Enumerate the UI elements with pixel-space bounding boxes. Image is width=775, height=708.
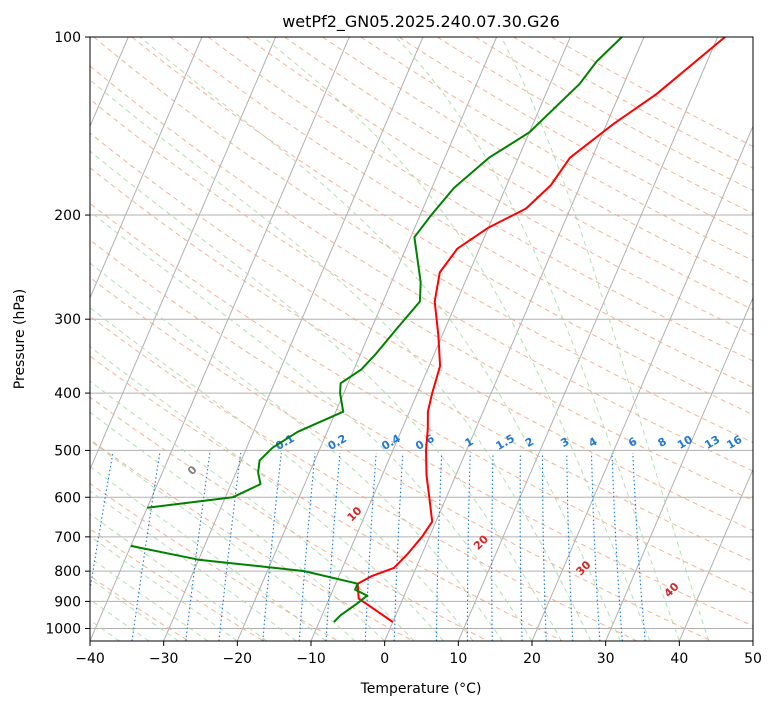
axes: −40 −30 −20 −10 0 10 20 30 40 50 100 200 300 400 500 60… (45, 30, 762, 667)
profile-line-0 (356, 37, 726, 623)
isotherm-line (678, 468, 753, 641)
dry-adiabat-line (90, 239, 753, 627)
dry-adiabat-line (284, 37, 753, 311)
y-tick-label: 200 (54, 208, 81, 224)
y-tick-label: 900 (54, 594, 81, 610)
x-tick-label: −40 (75, 651, 105, 667)
dry-adiabat-line (90, 482, 339, 641)
dry-adiabat-line (90, 65, 753, 472)
mixing-ratio-line (541, 453, 547, 641)
moist-adiabat-line (90, 411, 386, 641)
x-tick-label: 30 (597, 651, 615, 667)
isotherm-line (236, 37, 498, 641)
dry-adiabat-line (131, 37, 753, 416)
mixing-ratio-line (590, 452, 601, 641)
mixing-ratio-line (325, 452, 341, 641)
moist-adiabat-line (139, 37, 621, 641)
x-tick-label: 40 (670, 651, 688, 667)
y-tick-label: 400 (54, 386, 81, 402)
plot-frame (89, 36, 754, 642)
mixing-ratio-line (632, 452, 646, 641)
mixing-ratio-line (566, 452, 574, 641)
dry-adiabat-line (90, 276, 712, 641)
dry-adiabat-line (90, 355, 563, 641)
dry-adiabat-line (90, 98, 753, 502)
x-tick-label: 10 (449, 651, 467, 667)
dry-adiabat-line (90, 167, 753, 563)
mixing-ratio-line (298, 452, 316, 641)
mixing-ratio-line (466, 452, 471, 641)
isotherm-line (90, 37, 203, 300)
x-tick-label: 20 (523, 651, 541, 667)
profile-line-2 (147, 37, 623, 509)
profiles (130, 37, 726, 623)
profile-line-1 (130, 544, 369, 623)
mixing-ratio-label: 20 (750, 433, 770, 452)
x-axis-label: Temperature (°C) (360, 681, 482, 697)
dry-adiabat-line (551, 37, 753, 147)
mixing-ratio-line (611, 452, 623, 641)
y-tick-label: 700 (54, 530, 81, 546)
x-tick-label: −10 (296, 651, 326, 667)
isotherm-line (605, 296, 753, 641)
y-tick-label: 1000 (45, 621, 81, 637)
moist-adiabat-line (395, 37, 680, 641)
background-lines (90, 37, 753, 641)
mixing-ratio-line (491, 452, 494, 641)
y-tick-label: 600 (54, 490, 81, 506)
isotherm-line (90, 37, 277, 471)
moist-adiabat-line (262, 37, 651, 641)
dry-adiabat-line (475, 37, 753, 192)
mixing-ratio-line (435, 452, 443, 641)
x-tick-label: 50 (744, 651, 762, 667)
moist-adiabat-line (90, 210, 533, 641)
moist-adiabat-line (500, 37, 710, 641)
moist-adiabat-line (90, 439, 356, 641)
y-tick-label: 800 (54, 564, 81, 580)
moist-adiabat-line (90, 513, 268, 641)
isotherm-line (310, 37, 571, 641)
moist-adiabat-line (90, 535, 238, 641)
dry-adiabat-line (169, 37, 753, 389)
plot-background (90, 37, 753, 641)
dry-adiabat-line (90, 528, 264, 641)
y-tick-label: 300 (54, 312, 81, 328)
isotherm-line (384, 37, 645, 641)
chart-title: wetPf2_GN05.2025.240.07.30.G26 (282, 12, 560, 32)
mixing-ratio-line (519, 452, 523, 641)
x-tick-label: 0 (380, 651, 389, 667)
x-tick-label: −20 (223, 651, 253, 667)
dry-adiabat-line (93, 37, 753, 444)
y-axis-label: Pressure (hPa) (12, 289, 28, 389)
isotherm-line (163, 37, 424, 641)
y-tick-label: 500 (54, 443, 81, 459)
x-tick-label: −30 (149, 651, 179, 667)
moist-adiabat-line (90, 307, 474, 641)
isotherm-line (90, 37, 350, 641)
dry-adiabat-line (436, 37, 753, 215)
mixing-ratio-line (364, 452, 377, 641)
moist-adiabat-line (90, 262, 503, 641)
dry-adiabat-line (207, 37, 753, 362)
y-tick-label: 100 (54, 30, 81, 46)
dry-adiabat-line (90, 315, 638, 641)
